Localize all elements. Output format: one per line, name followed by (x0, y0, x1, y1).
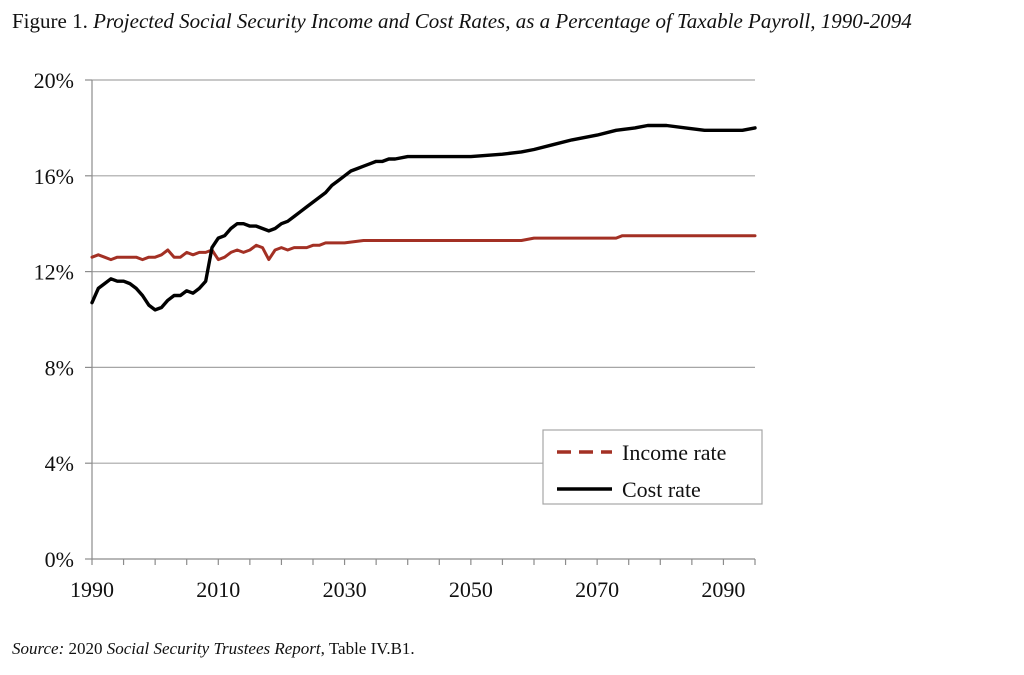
source-note: Source: 2020 Social Security Trustees Re… (12, 639, 415, 659)
x-tick-label-0: 1990 (70, 577, 114, 602)
source-year: 2020 (64, 639, 107, 658)
legend-box (542, 429, 763, 505)
y-tick-label-2: 8% (45, 355, 74, 380)
source-table: , Table IV.B1. (320, 639, 415, 658)
figure-label: Figure 1. (12, 9, 88, 33)
y-tick-label-0: 0% (45, 547, 74, 572)
source-report-name: Social Security Trustees Report (106, 639, 321, 658)
x-tick-label-4: 2070 (575, 577, 619, 602)
y-tick-label-5: 20% (34, 68, 74, 93)
chart-title: Figure 1. Projected Social Security Inco… (12, 8, 1017, 34)
series-line-income-rate (90, 234, 757, 262)
legend-label-cost-rate: Cost rate (622, 477, 701, 502)
figure-title: Projected Social Security Income and Cos… (93, 9, 912, 33)
x-tick-label-5: 2090 (701, 577, 745, 602)
y-tick-label-1: 4% (45, 451, 74, 476)
y-tick-label-4: 16% (34, 164, 74, 189)
source-label: Source: (12, 639, 65, 658)
y-tick-label-3: 12% (34, 260, 74, 285)
series-line-cost-rate (90, 123, 757, 312)
x-tick-label-3: 2050 (449, 577, 493, 602)
legend-label-income-rate: Income rate (622, 440, 726, 465)
x-tick-label-1: 2010 (196, 577, 240, 602)
x-tick-label-2: 2030 (323, 577, 367, 602)
